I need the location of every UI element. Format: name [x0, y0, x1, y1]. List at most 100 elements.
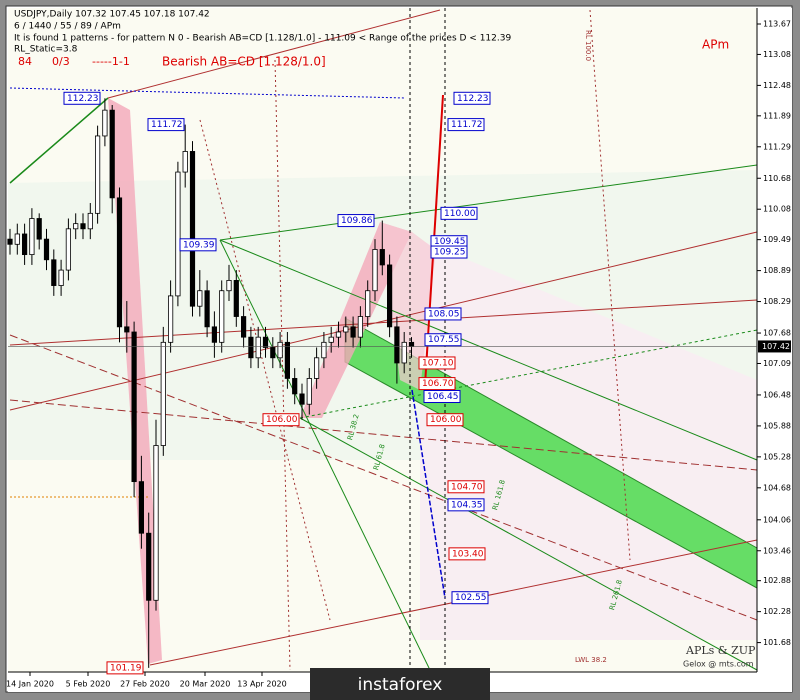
level-box	[262, 413, 300, 427]
y-tick-label: 113.67	[763, 19, 791, 28]
candle-body	[306, 378, 312, 405]
level-box	[424, 333, 462, 347]
y-tick-label: 113.08	[763, 50, 791, 59]
header-line: It is found 1 patterns - for pattern N 0…	[14, 34, 511, 44]
level-label: 107.10	[422, 358, 454, 368]
candle-body	[65, 228, 71, 271]
fork-handle	[9, 97, 109, 184]
candle-body	[401, 341, 407, 364]
candle-body	[219, 290, 225, 343]
pattern-label: Bearish AB=CD [1.128/1.0]	[162, 55, 326, 69]
level-label: 106.45	[427, 392, 459, 402]
level-box	[147, 118, 185, 132]
y-tick-label: 108.89	[763, 266, 791, 275]
pattern-leg	[380, 222, 436, 390]
level-box	[447, 498, 485, 512]
candle-body	[226, 280, 232, 292]
x-tick-label: 5 Feb 2020	[66, 680, 111, 689]
status: -----1-1	[92, 55, 130, 68]
footer: APLs & ZUP	[685, 644, 756, 657]
level-box	[418, 377, 456, 391]
candle-body	[262, 336, 269, 348]
level-label: 109.25	[434, 248, 466, 258]
candle-body	[211, 326, 217, 343]
candle-body	[335, 331, 342, 338]
candle-body	[153, 445, 159, 601]
fibo-line	[589, 9, 631, 561]
candle-body	[233, 280, 239, 317]
fork-line	[219, 239, 431, 671]
level-label: 106.00	[430, 415, 462, 425]
y-tick-label: 104.06	[763, 515, 791, 524]
candle-body	[21, 233, 28, 256]
line-label: LWL 38.2	[575, 656, 607, 664]
y-tick-label: 109.49	[763, 235, 791, 244]
level-box	[418, 356, 456, 370]
candle-body	[7, 238, 13, 245]
price-axis	[757, 8, 792, 672]
candle-body	[365, 290, 371, 317]
y-tick-label: 111.89	[763, 111, 791, 120]
candle-body	[299, 393, 305, 405]
header-line: RL_Static=3.8	[14, 45, 78, 55]
y-tick-label: 102.88	[763, 576, 791, 585]
candle-body	[255, 336, 261, 359]
candle-body	[277, 341, 283, 359]
candle-body	[240, 316, 247, 338]
line-label: RL 100.0	[584, 30, 592, 61]
candle-body	[270, 347, 276, 359]
candle-body	[131, 331, 137, 483]
candle-body	[58, 269, 64, 286]
y-tick-label: 101.68	[763, 638, 791, 647]
current-price-label: 107.42	[762, 342, 790, 351]
candle-body	[328, 336, 334, 343]
fibo-line	[274, 59, 291, 671]
y-tick-label: 105.28	[763, 452, 791, 461]
level-label: 108.05	[428, 309, 460, 319]
x-tick-label: 14 Jan 2020	[6, 680, 54, 689]
level-box	[440, 206, 478, 220]
level-box	[424, 307, 462, 321]
level-label: 109.86	[341, 216, 373, 226]
level-box	[423, 389, 461, 403]
candle-body	[109, 109, 115, 199]
candle-body	[14, 233, 20, 245]
candle-body	[379, 249, 385, 266]
level-label: 111.72	[151, 120, 183, 130]
footer: Gelox @ mts.com	[683, 660, 754, 669]
x-tick-label: 27 Feb 2020	[120, 680, 170, 689]
level-box	[106, 661, 144, 675]
candle-body	[350, 326, 356, 338]
level-box	[426, 413, 464, 427]
level-box	[453, 91, 491, 105]
y-tick-label: 112.48	[763, 81, 791, 90]
y-tick-label: 105.88	[763, 421, 791, 430]
candle-body	[197, 290, 203, 307]
candle-body	[87, 212, 93, 230]
candle-body	[189, 151, 196, 307]
candle-body	[167, 295, 174, 343]
fork-line	[219, 164, 758, 241]
fibo-line	[199, 119, 331, 621]
status: 0/3	[52, 55, 70, 68]
candle-body	[73, 223, 79, 230]
candle-body	[182, 151, 188, 173]
candle-body	[146, 532, 152, 601]
candle-body	[394, 326, 400, 364]
candle-body	[292, 378, 298, 395]
y-tick-label: 110.08	[763, 205, 791, 214]
level-box	[337, 214, 375, 228]
y-tick-label: 107.09	[763, 359, 791, 368]
y-tick-label: 107.68	[763, 329, 791, 338]
candle-body	[124, 326, 130, 333]
level-label: 102.55	[455, 593, 487, 603]
level-box	[447, 480, 485, 494]
candle-body	[313, 357, 320, 379]
candle-body	[284, 341, 291, 379]
level-label: 107.55	[428, 335, 460, 345]
fork-line	[219, 239, 758, 461]
y-tick-label: 102.28	[763, 607, 791, 616]
y-tick-label: 104.68	[763, 483, 791, 492]
candle-body	[408, 341, 415, 347]
